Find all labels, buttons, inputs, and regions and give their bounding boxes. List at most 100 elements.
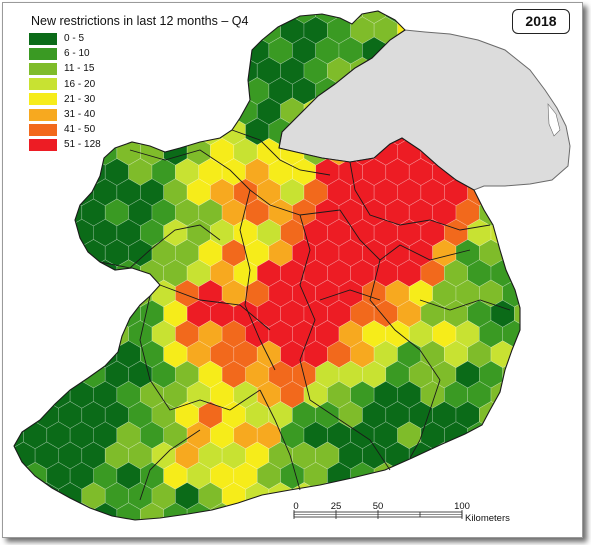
hex-cell xyxy=(46,340,71,369)
hex-cell xyxy=(23,178,48,207)
hex-cell xyxy=(526,483,549,510)
hex-cell xyxy=(34,198,59,227)
hex-cell xyxy=(23,259,48,288)
hex-cell xyxy=(385,482,410,510)
legend-label: 0 - 5 xyxy=(64,33,85,45)
county-border xyxy=(99,224,221,269)
hex-cell xyxy=(233,502,258,520)
hex-cell xyxy=(256,502,281,520)
hex-cell xyxy=(14,97,24,126)
hex-cell xyxy=(23,218,48,247)
hex-cell xyxy=(14,461,24,490)
hex-cell xyxy=(0,280,12,307)
legend-swatch xyxy=(29,138,57,151)
hex-cell xyxy=(502,239,520,267)
hex-cell xyxy=(0,0,12,24)
county-border xyxy=(419,299,511,311)
legend-item: 31 - 40 xyxy=(29,107,299,122)
legend-label: 41 - 50 xyxy=(64,124,96,136)
hex-cell xyxy=(14,198,36,227)
legend-label: 16 - 20 xyxy=(64,78,96,90)
hex-cell xyxy=(58,279,83,308)
legend-item: 11 - 15 xyxy=(29,61,299,76)
scale-unit-label: Kilometers xyxy=(465,513,510,524)
hex-cell xyxy=(140,502,164,520)
hex-cell xyxy=(14,279,36,308)
hex-cell xyxy=(514,259,520,288)
hex-cell xyxy=(490,16,515,45)
hex-cell xyxy=(478,11,504,24)
hex-cell xyxy=(338,482,363,510)
legend-label: 21 - 30 xyxy=(64,93,96,105)
hex-cell xyxy=(23,340,48,369)
county-border xyxy=(299,214,316,401)
hex-cell xyxy=(502,198,520,227)
hex-cell xyxy=(502,401,520,429)
hex-cell xyxy=(14,320,36,348)
hex-cell xyxy=(478,482,504,510)
legend-item: 41 - 50 xyxy=(29,122,299,137)
hex-cell xyxy=(514,380,520,409)
hex-cell xyxy=(0,159,12,186)
hex-cell xyxy=(14,340,24,369)
hex-cell xyxy=(0,361,12,388)
hex-cell xyxy=(34,239,59,267)
hex-cell xyxy=(514,218,520,247)
hex-cell xyxy=(14,380,24,409)
hex-cell xyxy=(0,321,12,348)
hex-cell xyxy=(408,11,433,24)
hex-cell xyxy=(116,502,141,520)
legend-item: 6 - 10 xyxy=(29,46,299,61)
scale-tick-label: 50 xyxy=(372,501,384,512)
hex-cell xyxy=(0,442,12,469)
hex-cell xyxy=(514,461,520,490)
county-border xyxy=(309,399,391,471)
hex-cell xyxy=(23,502,48,520)
legend-item: 0 - 5 xyxy=(29,31,299,46)
hex-cell xyxy=(0,240,12,267)
scale-tick-label: 0 xyxy=(293,501,299,512)
county-border xyxy=(159,284,271,331)
hex-cell xyxy=(81,320,106,348)
legend-swatch xyxy=(29,108,57,121)
year-badge: 2018 xyxy=(512,9,570,34)
legend-swatch xyxy=(29,62,57,75)
county-border xyxy=(339,209,471,261)
hex-cell xyxy=(0,199,12,226)
hex-cell xyxy=(526,361,549,388)
hex-cell xyxy=(23,380,48,409)
legend: New restrictions in last 12 months – Q4 … xyxy=(29,14,299,153)
hex-cell xyxy=(69,259,94,288)
hex-cell xyxy=(46,502,71,520)
legend-label: 6 - 10 xyxy=(64,48,90,60)
hex-cell xyxy=(0,37,12,64)
hex-cell xyxy=(490,421,515,450)
legend-label: 31 - 40 xyxy=(64,109,96,121)
hex-cell xyxy=(514,421,520,450)
hex-cell xyxy=(14,218,24,247)
legend-item: 21 - 30 xyxy=(29,92,299,107)
hex-cell xyxy=(514,340,520,369)
county-border xyxy=(139,429,201,501)
hex-cell xyxy=(0,118,12,145)
hex-cell xyxy=(420,461,445,490)
hex-cell xyxy=(526,321,549,348)
hex-cell xyxy=(34,360,59,389)
legend-label: 51 - 128 xyxy=(64,139,101,151)
hex-cell xyxy=(502,482,520,510)
hex-cell xyxy=(526,240,549,267)
county-border xyxy=(409,379,441,459)
county-border xyxy=(239,189,276,371)
legend-swatch xyxy=(29,32,57,45)
hex-cell xyxy=(93,299,118,328)
county-border xyxy=(231,129,331,176)
hex-cell xyxy=(14,16,24,45)
county-border xyxy=(349,161,491,231)
hex-cell xyxy=(46,259,71,288)
hex-cell xyxy=(14,259,24,288)
hex-cell xyxy=(455,11,480,24)
hex-cell xyxy=(58,158,83,186)
strangford-lough xyxy=(547,103,561,137)
legend-item: 51 - 128 xyxy=(29,137,299,152)
